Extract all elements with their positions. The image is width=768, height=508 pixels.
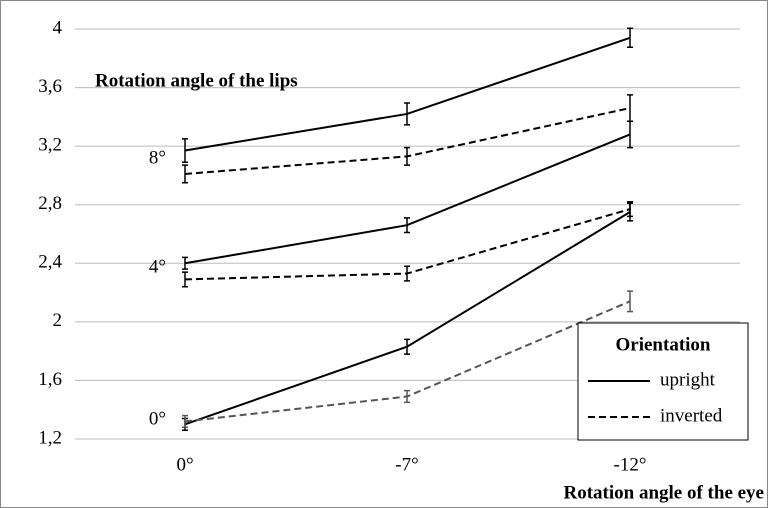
y-tick-label: 3,6: [38, 76, 62, 97]
error-bar: [182, 138, 188, 163]
y-tick-label: 2,4: [38, 252, 62, 273]
legend-title: Orientation: [616, 334, 711, 355]
error-bar: [182, 164, 188, 184]
error-bar: [627, 290, 633, 313]
chart-title: Rotation angle of the lips: [95, 70, 298, 91]
group-label: 0°: [149, 408, 166, 429]
error-bar: [182, 271, 188, 288]
error-bar: [627, 27, 633, 49]
group-label: 4°: [149, 257, 166, 278]
y-tick-label: 3,2: [38, 135, 62, 156]
error-bar: [404, 146, 410, 166]
y-tick-label: 2,8: [38, 193, 62, 214]
y-tick-label: 4: [53, 17, 63, 38]
error-bar: [404, 389, 410, 404]
x-tick-label: -12°: [614, 454, 647, 475]
y-tick-label: 1,6: [38, 369, 62, 390]
error-bar: [182, 414, 188, 429]
x-tick-label: -7°: [395, 454, 418, 475]
group-label: 8°: [149, 148, 166, 169]
error-bar: [404, 265, 410, 282]
error-bar: [404, 338, 410, 355]
legend-label: inverted: [660, 405, 723, 426]
error-bar: [182, 256, 188, 270]
y-tick-label: 1,2: [38, 427, 62, 448]
legend-label: upright: [660, 369, 716, 390]
x-axis-label: Rotation angle of the eye: [563, 482, 764, 503]
error-bar: [627, 202, 633, 222]
y-tick-label: 2: [53, 310, 63, 331]
error-bar: [404, 102, 410, 126]
error-bar: [404, 217, 410, 234]
error-bar: [627, 120, 633, 149]
x-tick-label: 0°: [176, 454, 193, 475]
